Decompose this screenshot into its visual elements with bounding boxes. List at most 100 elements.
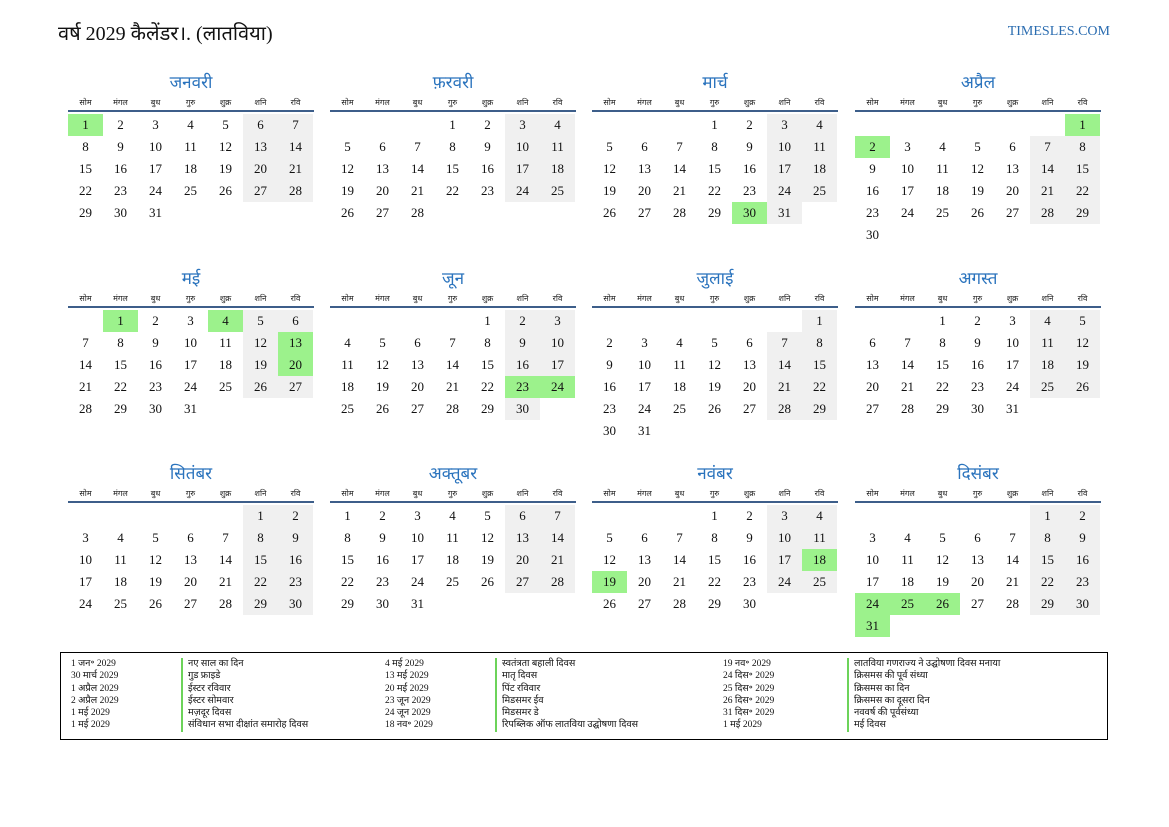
day-cell: 29 — [481, 401, 494, 416]
day-cell: 21 — [278, 158, 313, 180]
day-cell: 7 — [1030, 136, 1065, 158]
day-cell: 21 — [79, 379, 92, 394]
day-cell: 1 — [243, 505, 278, 527]
weekday-label: शनि — [778, 294, 791, 303]
day-cell: 23 — [278, 571, 313, 593]
day-cell: 16 — [1065, 549, 1100, 571]
day-cell: 27 — [1006, 205, 1019, 220]
day-cell: 3 — [904, 139, 911, 154]
day-cell: 6 — [1009, 139, 1016, 154]
day-cell: 25 — [219, 379, 232, 394]
day-cell: 22 — [446, 183, 459, 198]
holiday-cell: 24 — [540, 376, 575, 398]
weekday-header: सोम मंगल बुध गुरु शुक्र शनि रवि — [855, 487, 1101, 503]
day-cell: 4 — [449, 508, 456, 523]
weekday-label: सोम — [79, 98, 92, 107]
month-calendar: नवंबर सोम मंगल बुध गुरु शुक्र शनि रवि 1 2 3 4 5 6 7 8 9 1… — [592, 463, 838, 643]
empty-cell — [627, 505, 662, 527]
month-calendar: जून सोम मंगल बुध गुरु शुक्र शनि रवि 1 2 3 4 5 6 7 8 9 10 1… — [330, 268, 576, 448]
day-cell: 26 — [1065, 376, 1100, 398]
empty-cell — [855, 114, 890, 136]
day-cell: 12 — [376, 357, 389, 372]
day-cell: 2 — [379, 508, 386, 523]
day-cell: 11 — [936, 161, 949, 176]
day-cell: 22 — [1065, 180, 1100, 202]
legend-holiday-name: लातविया गणराज्य ने उद्घोषणा दिवस मनाया — [854, 659, 1001, 669]
day-cell: 5 — [711, 335, 718, 350]
day-cell: 24 — [79, 596, 92, 611]
weekday-label: बुध — [412, 98, 423, 107]
weekday-label: शुक्र — [743, 489, 756, 498]
day-cell: 2 — [1065, 505, 1100, 527]
day-grid: 1 2 3 4 5 6 7 8 9 10 11 12 13 14 15 16 17 18 19 20 21 22 23 24 2… — [330, 310, 576, 420]
day-cell: 9 — [869, 161, 876, 176]
day-cell: 19 — [936, 574, 949, 589]
holiday-cell: 31 — [855, 615, 890, 637]
weekday-label: गुरु — [709, 98, 720, 107]
day-cell: 16 — [743, 552, 756, 567]
day-cell: 26 — [341, 205, 354, 220]
day-cell: 15 — [708, 161, 721, 176]
weekday-label: रवि — [290, 489, 301, 498]
legend-holiday-name: ईस्टर रविवार — [188, 683, 231, 694]
day-cell: 14 — [278, 136, 313, 158]
legend-dates-col-1: 1 जन॰ 2029 30 मार्च 2029 1 अप्रैल 2029 2 अप… — [71, 658, 119, 732]
day-cell: 26 — [149, 596, 162, 611]
day-cell: 18 — [219, 357, 232, 372]
empty-cell — [435, 310, 470, 332]
day-cell: 7 — [540, 505, 575, 527]
weekday-label: गुरु — [972, 98, 983, 107]
day-cell: 13 — [638, 552, 651, 567]
day-cell: 3 — [414, 508, 421, 523]
empty-cell — [208, 505, 243, 527]
day-cell: 4 — [187, 117, 194, 132]
weekday-label: मंगल — [113, 98, 128, 107]
day-cell: 8 — [1065, 136, 1100, 158]
empty-cell — [103, 505, 138, 527]
day-cell: 13 — [243, 136, 278, 158]
holiday-cell: 1 — [103, 310, 138, 332]
day-cell: 12 — [936, 552, 949, 567]
weekday-header: सोम मंगल बुध गुरु शुक्र शनि रवि — [330, 96, 576, 112]
weekday-label: बुध — [150, 294, 161, 303]
day-cell: 17 — [79, 574, 92, 589]
legend-dates-col-2: 4 मई 2029 13 मई 2029 20 मई 2029 23 जून 2029… — [385, 658, 433, 732]
weekday-label: शनि — [778, 489, 791, 498]
day-cell: 14 — [540, 527, 575, 549]
day-cell: 15 — [114, 357, 127, 372]
day-cell: 19 — [603, 183, 616, 198]
day-cell: 5 — [606, 139, 613, 154]
day-cell: 23 — [376, 574, 389, 589]
day-grid: 1 2 3 4 5 6 7 8 9 10 11 12 13 14 15 16 17 18 19 20 21 22 23 24 2… — [68, 310, 314, 420]
page-title: वर्ष 2029 कैलेंडर।. (लातविया) — [58, 23, 273, 45]
empty-cell — [662, 114, 697, 136]
day-cell: 4 — [939, 139, 946, 154]
day-cell: 29 — [243, 593, 278, 615]
day-cell: 12 — [971, 161, 984, 176]
day-cell: 15 — [481, 357, 494, 372]
weekday-label: मंगल — [375, 489, 390, 498]
legend-holiday-name: क्रिसमस की पूर्व संध्या — [854, 671, 928, 682]
day-cell: 30 — [505, 398, 540, 420]
day-cell: 4 — [802, 505, 837, 527]
day-cell: 14 — [446, 357, 459, 372]
day-cell: 28 — [1006, 596, 1019, 611]
day-cell: 30 — [866, 227, 879, 242]
weekday-label: सोम — [341, 98, 354, 107]
holiday-cell: 24 — [855, 593, 890, 615]
legend-holiday-name: नववर्ष की पूर्वसंध्या — [854, 708, 919, 719]
day-cell: 10 — [540, 332, 575, 354]
weekday-label: शुक्र — [1006, 489, 1019, 498]
weekday-label: सोम — [866, 98, 879, 107]
day-cell: 8 — [243, 527, 278, 549]
empty-cell — [995, 114, 1030, 136]
weekday-label: शनि — [254, 294, 267, 303]
day-cell: 16 — [278, 549, 313, 571]
empty-cell — [627, 310, 662, 332]
day-cell: 13 — [638, 161, 651, 176]
day-cell: 5 — [344, 139, 351, 154]
legend-holiday-name: क्रिसमस का दूसरा दिन — [854, 695, 930, 706]
site-link[interactable]: TIMESLES.COM — [1007, 24, 1110, 39]
day-cell: 19 — [219, 161, 232, 176]
empty-cell — [1030, 114, 1065, 136]
